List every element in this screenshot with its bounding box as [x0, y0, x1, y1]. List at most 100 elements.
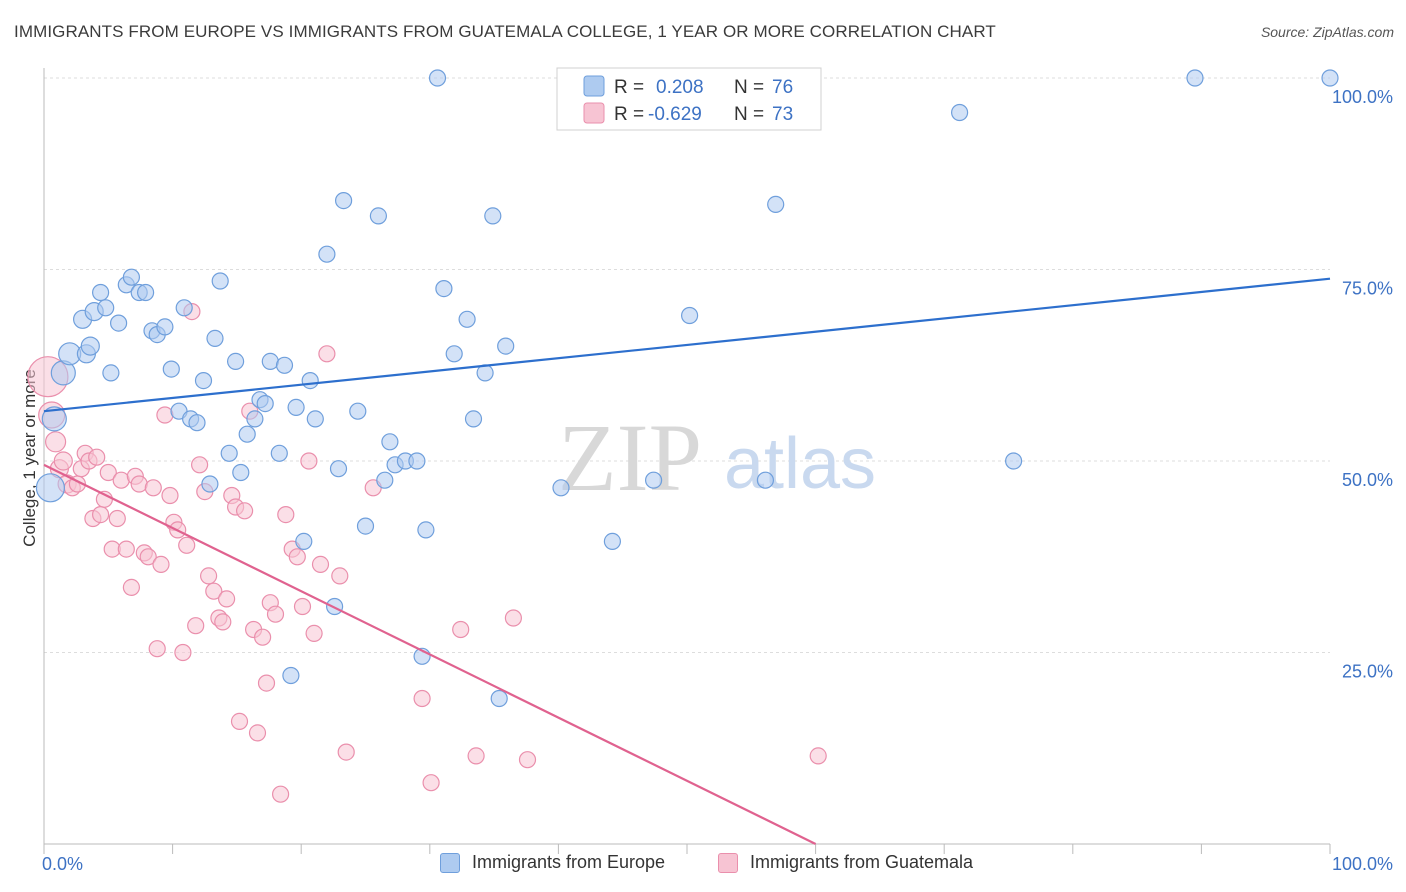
europe-point-51 [381, 433, 399, 451]
guatemala-point-70 [504, 609, 523, 627]
europe-point-71 [767, 195, 785, 213]
europe-point-28 [220, 444, 238, 462]
y-tick-label-1: 50.0% [1342, 470, 1393, 490]
guatemala-point-27 [152, 555, 170, 574]
guatemala-point-26 [148, 640, 166, 658]
legend-europe-n-label: N = [734, 77, 764, 98]
europe-point-38 [282, 666, 300, 685]
guatemala-point-50 [254, 628, 272, 646]
legend-guatemala-n-label: N = [734, 104, 764, 125]
chart-title: IMMIGRANTS FROM EUROPE VS IMMIGRANTS FRO… [14, 22, 996, 41]
europe-point-45 [329, 460, 348, 478]
guatemala-point-20 [122, 578, 140, 597]
europe-point-63 [484, 207, 502, 225]
guatemala-point-41 [214, 613, 232, 631]
europe-point-6 [80, 336, 100, 356]
legend-swatch-europe [440, 852, 460, 873]
legend-item-guatemala[interactable]: Immigrants from Guatemala [718, 852, 973, 873]
guatemala-point-51 [257, 674, 276, 692]
guatemala-point-61 [311, 555, 330, 574]
x-tick-label-1: 100.0% [1332, 854, 1393, 874]
y-tick-label-3: 100.0% [1332, 87, 1393, 107]
guatemala-point-35 [187, 617, 205, 635]
europe-point-43 [318, 245, 336, 263]
legend-europe-r-value: 0.208 [656, 77, 704, 98]
guatemala-point-62 [318, 345, 336, 363]
series-guatemala-points [27, 303, 827, 803]
europe-point-64 [490, 689, 508, 708]
europe-point-39 [287, 398, 305, 416]
guatemala-point-54 [272, 785, 290, 803]
europe-point-32 [246, 410, 264, 428]
guatemala-point-24 [139, 548, 157, 566]
europe-point-30 [232, 463, 250, 482]
europe-point-57 [428, 69, 447, 87]
europe-point-23 [188, 414, 206, 432]
europe-point-47 [349, 402, 367, 420]
guatemala-point-53 [266, 605, 285, 623]
guatemala-point-33 [178, 536, 196, 554]
guatemala-point-25 [144, 479, 162, 497]
europe-point-74 [1186, 69, 1204, 87]
guatemala-point-67 [422, 774, 440, 792]
legend-label-guatemala: Immigrants from Guatemala [750, 852, 974, 872]
legend-bottom: Immigrants from Europe Immigrants from G… [0, 852, 1406, 878]
europe-point-15 [137, 283, 155, 302]
guatemala-point-38 [200, 567, 218, 585]
guatemala-point-68 [452, 620, 470, 639]
guatemala-point-58 [293, 597, 312, 616]
legend-europe-n-value: 76 [772, 77, 793, 98]
europe-point-24 [194, 372, 213, 390]
europe-point-19 [162, 360, 180, 378]
europe-point-21 [175, 299, 193, 317]
guatemala-point-19 [117, 540, 135, 558]
guatemala-point-32 [174, 643, 192, 662]
legend-label-europe: Immigrants from Europe [472, 852, 666, 872]
europe-point-18 [156, 318, 174, 336]
europe-point-54 [408, 452, 426, 470]
europe-point-11 [109, 314, 128, 332]
europe-point-50 [376, 471, 394, 489]
guatemala-point-59 [300, 452, 318, 470]
europe-point-70 [756, 471, 775, 489]
europe-point-66 [552, 479, 570, 497]
guatemala-point-17 [108, 509, 126, 528]
watermark-atlas: atlas [724, 424, 876, 504]
guatemala-point-13 [91, 505, 110, 524]
europe-point-68 [644, 471, 663, 489]
europe-point-58 [435, 280, 453, 298]
guatemala-point-49 [248, 724, 267, 742]
trend-line-europe [43, 277, 1331, 413]
europe-point-8 [91, 283, 110, 302]
guatemala-point-15 [99, 463, 117, 482]
watermark: ZIP atlas [558, 404, 876, 511]
guatemala-point-36 [191, 456, 209, 474]
guatemala-point-55 [277, 505, 295, 524]
europe-point-60 [458, 310, 476, 328]
guatemala-point-46 [236, 502, 254, 520]
legend-guatemala-r-label: R = [614, 104, 644, 125]
series-europe-points [35, 69, 1339, 708]
source-label: Source: ZipAtlas.com [1260, 24, 1394, 40]
legend-europe-r-label: R = [614, 77, 644, 98]
europe-point-26 [206, 329, 224, 347]
europe-point-48 [356, 517, 375, 535]
europe-point-65 [497, 337, 515, 355]
europe-point-69 [680, 306, 699, 325]
europe-point-59 [445, 345, 463, 363]
legend-item-europe[interactable]: Immigrants from Europe [440, 852, 665, 873]
y-tick-label-0: 25.0% [1342, 662, 1393, 682]
guatemala-point-71 [518, 751, 537, 769]
guatemala-point-2 [44, 431, 67, 453]
guatemala-point-63 [331, 567, 349, 585]
guatemala-point-29 [161, 486, 179, 505]
europe-point-61 [464, 410, 483, 428]
y-tick-label-2: 75.0% [1342, 279, 1393, 299]
guatemala-point-45 [230, 712, 249, 731]
guatemala-point-18 [112, 471, 130, 489]
europe-point-73 [1004, 452, 1023, 470]
europe-point-56 [417, 521, 435, 539]
europe-point-29 [227, 352, 245, 370]
trend-lines [43, 277, 1331, 845]
